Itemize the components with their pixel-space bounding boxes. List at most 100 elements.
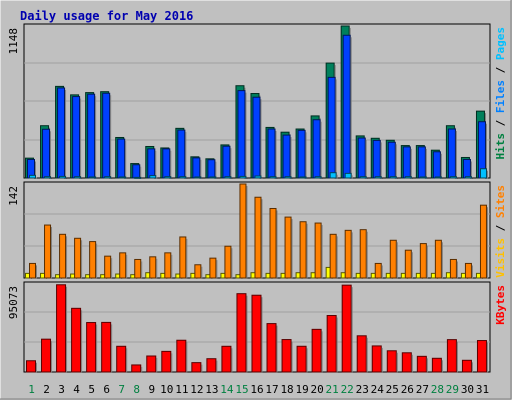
x-tick-label: 19 bbox=[295, 383, 308, 396]
sites-bar bbox=[209, 257, 217, 279]
pages-bar bbox=[464, 176, 472, 179]
kbytes-bar bbox=[191, 362, 202, 373]
sites-bar bbox=[404, 249, 412, 279]
x-tick-label: 5 bbox=[88, 383, 95, 396]
kbytes-bar bbox=[131, 364, 142, 373]
x-tick-label: 22 bbox=[341, 383, 354, 396]
sites-bar bbox=[329, 233, 337, 279]
sites-bar bbox=[224, 245, 232, 279]
pages-bar bbox=[149, 175, 157, 179]
x-tick-label: 29 bbox=[446, 383, 459, 396]
kbytes-bar bbox=[311, 328, 322, 373]
sites-bar bbox=[374, 262, 382, 279]
kbytes-bar bbox=[446, 339, 457, 373]
sites-bar bbox=[194, 264, 202, 279]
files-bar bbox=[147, 148, 156, 179]
kbytes-bar bbox=[296, 345, 307, 373]
x-tick-label: 7 bbox=[118, 383, 125, 396]
pages-bar bbox=[344, 172, 352, 179]
pages-bar bbox=[299, 176, 307, 179]
files-bar bbox=[87, 93, 96, 179]
pages-bar bbox=[224, 176, 232, 179]
files-bar bbox=[327, 76, 336, 179]
x-tick-label: 14 bbox=[220, 383, 234, 396]
kbytes-bar bbox=[161, 350, 172, 373]
files-bar bbox=[42, 128, 51, 179]
x-tick-label: 16 bbox=[250, 383, 263, 396]
sites-bar bbox=[164, 252, 172, 279]
kbytes-bar bbox=[341, 284, 352, 373]
pages-bar bbox=[194, 176, 202, 179]
x-tick-label: 11 bbox=[175, 383, 188, 396]
files-bar bbox=[102, 92, 111, 179]
sites-bar bbox=[449, 258, 457, 279]
panel-bottom-legend-item-0: KBytes bbox=[494, 285, 507, 325]
x-tick-label: 9 bbox=[148, 383, 155, 396]
panel-top-legend: Hits / Files / Pages bbox=[494, 27, 507, 160]
panel-middle-legend-item-0: Visits bbox=[494, 238, 507, 278]
files-bar bbox=[297, 129, 306, 179]
files-bar bbox=[312, 119, 321, 179]
files-bar bbox=[207, 159, 216, 179]
panel-top-legend-item-0: Hits bbox=[494, 133, 507, 160]
kbytes-bar bbox=[281, 339, 292, 373]
kbytes-bar bbox=[101, 321, 112, 373]
files-bar bbox=[282, 134, 291, 179]
pages-bar bbox=[434, 176, 442, 179]
sites-bar bbox=[44, 224, 52, 279]
kbytes-bar bbox=[221, 345, 232, 373]
x-tick-label: 10 bbox=[160, 383, 173, 396]
kbytes-bar bbox=[476, 340, 487, 373]
x-tick-label: 4 bbox=[73, 383, 80, 396]
pages-bar bbox=[269, 176, 277, 179]
sites-bar bbox=[389, 239, 397, 279]
x-tick-label: 6 bbox=[103, 383, 110, 396]
x-tick-label: 21 bbox=[326, 383, 339, 396]
files-bar bbox=[57, 87, 66, 179]
files-bar bbox=[387, 141, 396, 179]
x-tick-label: 8 bbox=[133, 383, 140, 396]
x-tick-label: 2 bbox=[43, 383, 50, 396]
x-tick-label: 20 bbox=[311, 383, 324, 396]
files-bar bbox=[222, 145, 231, 179]
pages-bar bbox=[74, 176, 82, 179]
sites-bar bbox=[89, 241, 97, 279]
x-tick-label: 15 bbox=[235, 383, 248, 396]
files-bar bbox=[462, 158, 471, 179]
kbytes-bar bbox=[371, 345, 382, 373]
kbytes-bar bbox=[206, 358, 217, 373]
kbytes-bar bbox=[236, 293, 247, 373]
pages-bar bbox=[359, 176, 367, 179]
kbytes-bar bbox=[176, 339, 187, 373]
sites-bar bbox=[479, 204, 487, 279]
kbytes-bar bbox=[146, 355, 157, 373]
sites-bar bbox=[344, 229, 352, 279]
x-tick-label: 3 bbox=[58, 383, 65, 396]
sites-bar bbox=[419, 243, 427, 279]
kbytes-bar bbox=[86, 322, 97, 373]
sites-bar bbox=[119, 252, 127, 279]
files-bar bbox=[342, 34, 351, 179]
pages-bar bbox=[449, 176, 457, 179]
pages-bar bbox=[209, 176, 217, 179]
x-tick-label: 17 bbox=[265, 383, 278, 396]
pages-bar bbox=[479, 168, 487, 179]
panel-middle-ymax-label: 142 bbox=[7, 186, 20, 206]
pages-bar bbox=[329, 172, 337, 179]
sites-bar bbox=[299, 221, 307, 279]
sites-bar bbox=[254, 196, 262, 279]
sites-bar bbox=[269, 207, 277, 279]
sites-bar bbox=[359, 229, 367, 279]
kbytes-bar bbox=[386, 350, 397, 373]
files-bar bbox=[252, 96, 261, 179]
sites-bar bbox=[284, 216, 292, 279]
kbytes-bar bbox=[266, 323, 277, 373]
x-tick-label: 18 bbox=[280, 383, 293, 396]
sites-bar bbox=[179, 236, 187, 279]
panel-top-legend-item-2: Files bbox=[494, 80, 507, 113]
files-bar bbox=[432, 151, 441, 179]
pages-bar bbox=[179, 176, 187, 179]
kbytes-bar bbox=[431, 357, 442, 373]
sites-bar bbox=[104, 255, 112, 279]
